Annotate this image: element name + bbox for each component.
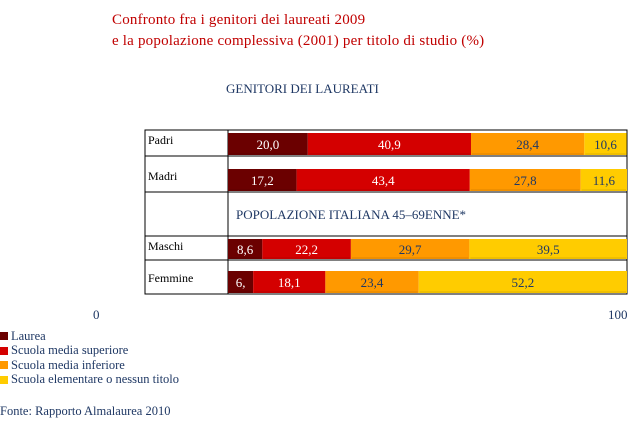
- category-label: Femmine: [148, 271, 193, 285]
- bar-segment: [296, 169, 470, 191]
- legend-item-media-inferiore: Scuola media inferiore: [0, 358, 179, 373]
- section-title-genitori: GENITORI DEI LAUREATI: [226, 81, 379, 96]
- bar-segment: [469, 169, 581, 191]
- bar-value-label: 6,: [236, 275, 246, 290]
- bar-segment: [262, 239, 351, 259]
- bar-segment: [228, 239, 263, 259]
- category-label: Padri: [148, 133, 174, 147]
- bar-segment: [350, 239, 470, 259]
- bar-value-label: 40,9: [378, 137, 401, 152]
- legend-label: Scuola media inferiore: [11, 357, 125, 372]
- axis-min-label: 0: [93, 307, 100, 322]
- chart-title-line-1: Confronto fra i genitori dei laureati 20…: [112, 12, 366, 28]
- bar-value-label: 29,7: [399, 242, 422, 257]
- source-note: Fonte: Rapporto Almalaurea 2010: [0, 404, 171, 418]
- bar-segment: [580, 169, 627, 191]
- bar-value-label: 23,4: [361, 275, 384, 290]
- table-frame: [144, 129, 628, 295]
- section-title-popolazione: POPOLAZIONE ITALIANA 45–69ENNE*: [236, 207, 467, 222]
- legend-item-media-superiore: Scuola media superiore: [0, 343, 179, 359]
- legend-swatch: [0, 361, 8, 370]
- chart-title-line-2: e la popolazione complessiva (2001) per …: [112, 33, 485, 49]
- bar-value-label: 8,6: [237, 242, 254, 257]
- category-label: Maschi: [148, 239, 184, 253]
- bar-value-label: 17,2: [251, 173, 274, 188]
- bar-segment: [469, 239, 627, 259]
- bar-segment: [325, 271, 419, 293]
- bar-segment: [228, 271, 254, 293]
- bar-value-label: 52,2: [511, 275, 534, 290]
- category-label: Madri: [148, 169, 178, 183]
- bar-segment: [253, 271, 326, 293]
- legend: Laurea Scuola media superiore Scuola med…: [0, 329, 179, 387]
- bar-value-label: 10,6: [594, 137, 617, 152]
- bar-segment: [228, 133, 308, 155]
- stacked-bar-chart: Padri 20,0 40,9 28,4 10,6 Madri 17,2 43,4 27,8 11…: [144, 129, 628, 295]
- bar-value-label: 39,5: [537, 242, 560, 257]
- bar-segment: [584, 133, 627, 155]
- bar-segment: [307, 133, 471, 155]
- bar-value-label: 20,0: [257, 137, 280, 152]
- legend-swatch: [0, 375, 8, 384]
- legend-swatch: [0, 332, 8, 341]
- legend-item-laurea: Laurea: [0, 329, 179, 344]
- legend-item-elementare: Scuola elementare o nessun titolo: [0, 372, 180, 388]
- legend-label: Scuola media superiore: [11, 343, 129, 358]
- bar-value-label: 27,8: [514, 173, 537, 188]
- axis-max-label: 100: [608, 307, 628, 322]
- bar-value-label: 22,2: [295, 242, 318, 257]
- bar-segment: [470, 133, 585, 155]
- bar-segment: [418, 271, 627, 293]
- legend-label: Scuola elementare o nessun titolo: [11, 372, 180, 387]
- bar-value-label: 18,1: [278, 275, 301, 290]
- bar-value-label: 28,4: [516, 137, 539, 152]
- bar-segment: [228, 169, 297, 191]
- legend-label: Laurea: [11, 328, 46, 343]
- bar-value-label: 11,6: [593, 173, 616, 188]
- legend-swatch: [0, 346, 8, 355]
- bar-value-label: 43,4: [372, 173, 395, 188]
